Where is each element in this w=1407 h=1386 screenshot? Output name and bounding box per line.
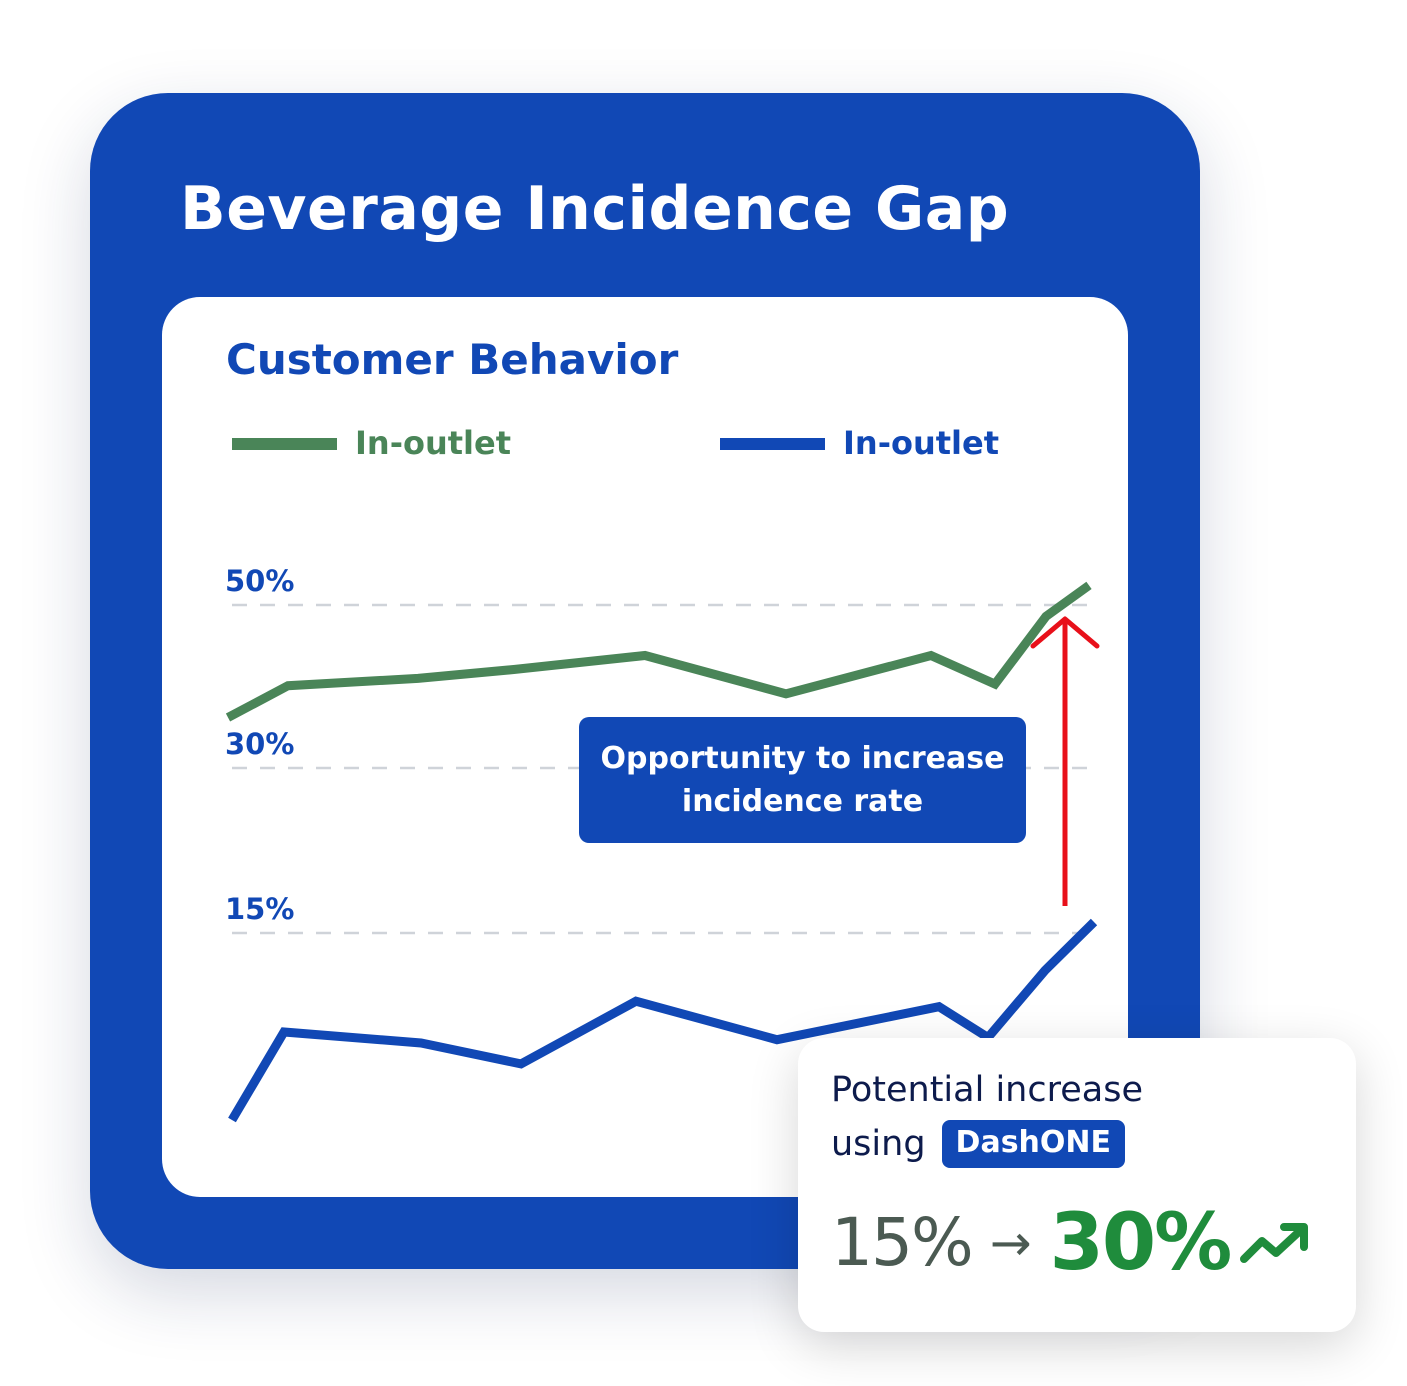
trending-up-icon xyxy=(1240,1223,1309,1263)
opportunity-arrow xyxy=(1030,616,1100,906)
arrow-right-icon: → xyxy=(989,1214,1032,1272)
legend-item-green: In-outlet xyxy=(232,424,511,462)
arrow-head xyxy=(1030,616,1100,649)
result-heading: Potential increase xyxy=(831,1070,1143,1110)
opportunity-callout: Opportunity to increase incidence rate xyxy=(579,717,1026,843)
page-title: Beverage Incidence Gap xyxy=(180,174,1010,244)
series-line-1 xyxy=(228,918,1098,1123)
legend-swatch-green xyxy=(232,437,337,450)
to-value: 30% xyxy=(1049,1198,1233,1288)
legend-label-blue: In-outlet xyxy=(843,424,999,462)
result-using-text: using xyxy=(831,1123,926,1164)
chart-title: Customer Behavior xyxy=(226,335,679,384)
series-layer xyxy=(225,581,1098,1123)
result-values: 15% → 30% xyxy=(831,1204,1314,1282)
y-tick-label-15: 15% xyxy=(225,892,295,926)
from-value: 15% xyxy=(831,1204,974,1281)
legend-label-green: In-outlet xyxy=(355,424,511,462)
result-card: Potential increase using DashONE 15% → 3… xyxy=(798,1038,1356,1332)
legend-item-blue: In-outlet xyxy=(720,424,999,462)
y-tick-label-50: 50% xyxy=(225,564,295,598)
brand-badge: DashONE xyxy=(941,1120,1126,1168)
legend-swatch-blue xyxy=(720,437,825,450)
series-line-0 xyxy=(225,581,1092,722)
y-tick-label-30: 30% xyxy=(225,727,295,761)
result-subheading: using DashONE xyxy=(831,1120,1126,1168)
